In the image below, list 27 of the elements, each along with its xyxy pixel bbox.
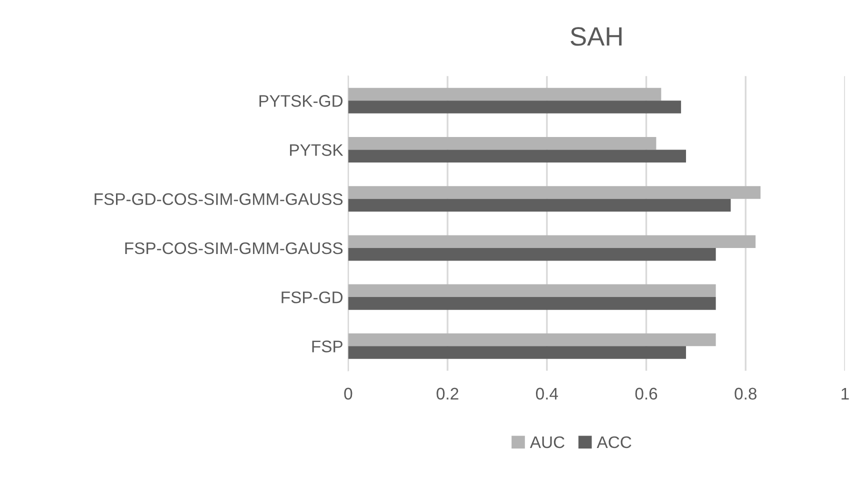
- legend-label: AUC: [530, 436, 564, 448]
- bar: [348, 333, 716, 346]
- legend-label: ACC: [596, 436, 632, 448]
- chart-title: SAH: [570, 27, 622, 46]
- bar: [348, 235, 756, 248]
- x-tick-label: 1: [842, 388, 849, 400]
- y-tick-label: FSP-GD: [282, 291, 343, 304]
- y-tick-label: FSP-COS-SIM-GMM-GAUSS: [125, 242, 343, 254]
- bar: [348, 297, 716, 310]
- bar: [348, 88, 662, 101]
- y-tick-label: FSP-GD-COS-SIM-GMM-GAUSS: [94, 193, 343, 206]
- bar: [348, 248, 716, 261]
- y-tick-label: FSP: [312, 340, 342, 352]
- x-tick-label: 0.2: [436, 388, 458, 400]
- x-tick-label: 0: [344, 388, 352, 400]
- y-tick-label: PYTSK: [290, 144, 344, 156]
- x-tick-label: 0.4: [536, 388, 558, 400]
- bar: [348, 198, 731, 212]
- bar: [348, 150, 686, 163]
- bar: [348, 186, 761, 199]
- x-tick-label: 0.8: [734, 388, 756, 400]
- bar: [348, 136, 656, 150]
- y-tick-label: PYTSK-GD: [260, 95, 343, 107]
- bar: [348, 284, 716, 298]
- bar: [348, 346, 686, 359]
- x-tick-label: 0.6: [635, 388, 658, 400]
- bar: [348, 100, 682, 114]
